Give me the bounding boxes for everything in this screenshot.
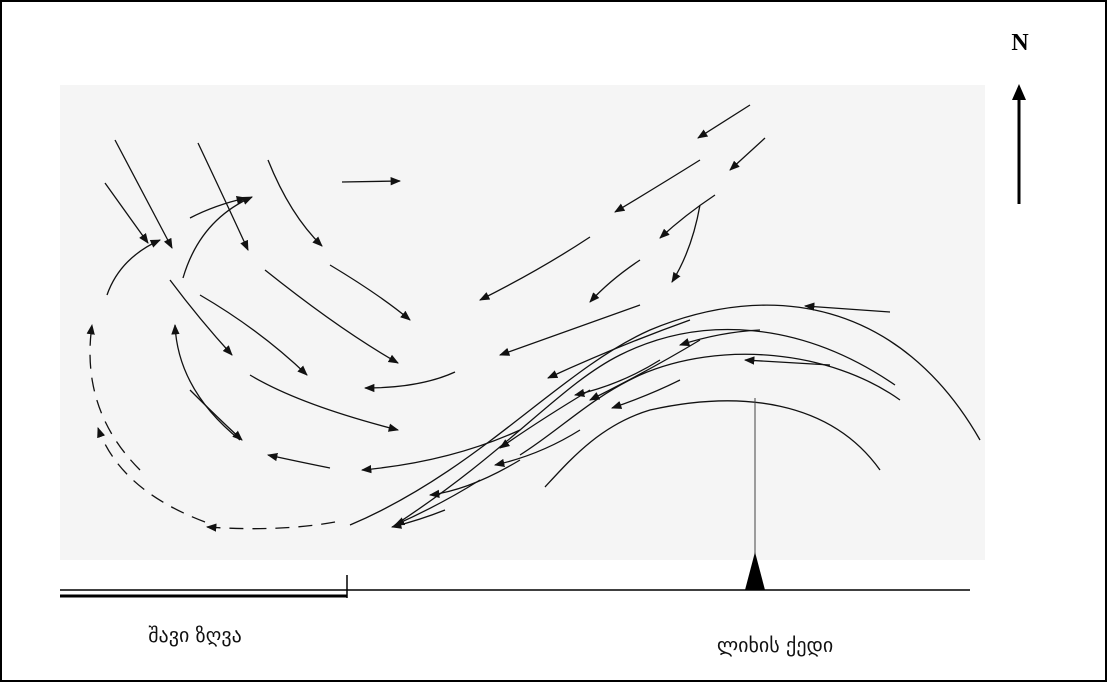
ridge-marker: [745, 552, 765, 590]
north-label: N: [1011, 30, 1029, 56]
streamlines: [349, 304, 981, 526]
map-panel: [60, 85, 985, 560]
sea-label: შავი ზღვა: [148, 623, 242, 647]
ridge-label: ლიხის ქედი: [717, 633, 833, 657]
north-arrowhead: [1012, 84, 1026, 100]
airflow-arrows: [86, 104, 891, 532]
